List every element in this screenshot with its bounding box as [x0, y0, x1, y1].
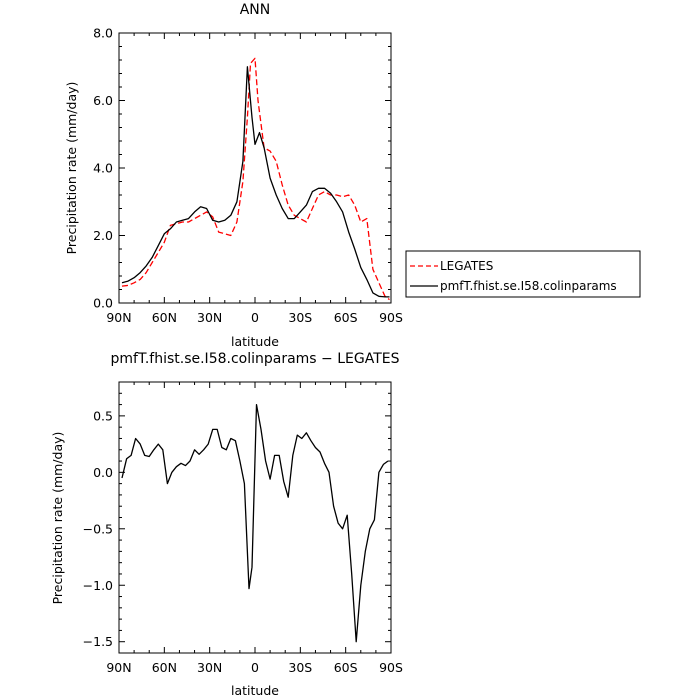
- tick-labels: 90N 60N 30N 0 30S 60S 90S 0.5 0.0 −0.5 −1.0 −1.5: [83, 408, 403, 675]
- x-tick-label: 90N: [106, 660, 131, 675]
- x-tick-label: 60N: [152, 660, 177, 675]
- x-tick-label: 0: [251, 310, 259, 325]
- x-tick-label: 60S: [334, 660, 358, 675]
- y-tick-label: 0.0: [93, 296, 113, 311]
- series-lines: [121, 57, 390, 301]
- y-tick-label: 0.5: [93, 408, 113, 423]
- series-line-pmft-fhist-se-i58-colinparams: [121, 66, 390, 298]
- x-tick-label: 60N: [152, 310, 177, 325]
- y-axis-label: Precipitation rate (mm/day): [64, 82, 79, 255]
- series-line-legates: [121, 57, 390, 301]
- x-tick-label: 90S: [379, 310, 403, 325]
- x-tick-label: 0: [251, 660, 259, 675]
- y-tick-label: −1.5: [83, 634, 113, 649]
- y-tick-label: 0.0: [93, 465, 113, 480]
- legend-box: [405, 250, 641, 298]
- y-tick-label: 2.0: [93, 228, 113, 243]
- axis-ticks: [118, 381, 392, 654]
- y-tick-label: 4.0: [93, 161, 113, 176]
- x-axis-label: latitude: [231, 334, 279, 349]
- legend-label-model: pmfT.fhist.se.I58.colinparams: [440, 279, 617, 293]
- plot-frame: [118, 32, 392, 304]
- series-line-difference: [121, 403, 389, 643]
- y-axis-label: Precipitation rate (mm/day): [50, 432, 65, 605]
- chart-title: pmfT.fhist.se.I58.colinparams − LEGATES: [110, 351, 399, 367]
- annual-precip-panel: ANN 90N 60N 30N 0 30S 60S 90S 0.0 2.0 4.0 6.0 8.0 l…: [64, 2, 641, 349]
- y-tick-label: 8.0: [93, 26, 113, 41]
- y-tick-label: −0.5: [83, 521, 113, 536]
- x-tick-label: 30N: [197, 310, 222, 325]
- legend-label-legates: LEGATES: [440, 259, 493, 273]
- series-lines: [121, 403, 389, 643]
- tick-labels: 90N 60N 30N 0 30S 60S 90S 0.0 2.0 4.0 6.0 8.0: [93, 26, 403, 326]
- x-tick-label: 30S: [288, 310, 312, 325]
- legend: LEGATES pmfT.fhist.se.I58.colinparams: [405, 250, 641, 298]
- y-tick-label: 6.0: [93, 93, 113, 108]
- x-tick-label: 30S: [288, 660, 312, 675]
- x-tick-label: 90N: [106, 310, 131, 325]
- y-tick-label: −1.0: [83, 578, 113, 593]
- x-tick-label: 60S: [334, 310, 358, 325]
- plot-frame: [118, 381, 392, 654]
- x-tick-label: 90S: [379, 660, 403, 675]
- chart-title: ANN: [240, 2, 271, 18]
- axis-ticks: [118, 32, 392, 304]
- x-axis-label: latitude: [231, 683, 279, 698]
- difference-panel: pmfT.fhist.se.I58.colinparams − LEGATES …: [50, 351, 403, 698]
- x-tick-label: 30N: [197, 660, 222, 675]
